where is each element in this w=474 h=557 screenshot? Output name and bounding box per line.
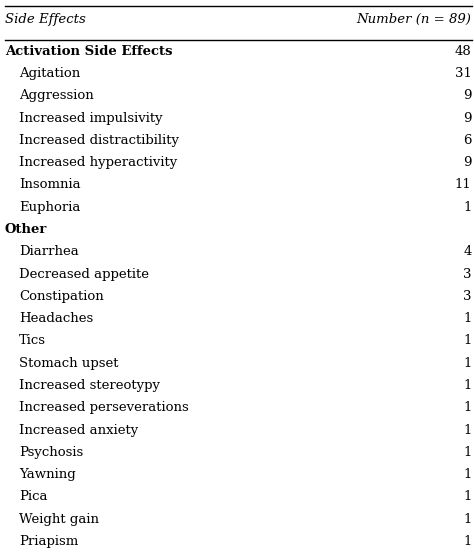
Text: 4: 4 bbox=[463, 245, 472, 258]
Text: 48: 48 bbox=[455, 45, 472, 58]
Text: Pica: Pica bbox=[19, 490, 47, 504]
Text: 6: 6 bbox=[463, 134, 472, 147]
Text: 9: 9 bbox=[463, 89, 472, 102]
Text: Euphoria: Euphoria bbox=[19, 201, 80, 214]
Text: Psychosis: Psychosis bbox=[19, 446, 83, 459]
Text: 1: 1 bbox=[463, 379, 472, 392]
Text: Increased impulsivity: Increased impulsivity bbox=[19, 111, 163, 125]
Text: Stomach upset: Stomach upset bbox=[19, 356, 118, 370]
Text: 1: 1 bbox=[463, 401, 472, 414]
Text: Other: Other bbox=[5, 223, 47, 236]
Text: Increased anxiety: Increased anxiety bbox=[19, 423, 138, 437]
Text: Decreased appetite: Decreased appetite bbox=[19, 267, 149, 281]
Text: Increased distractibility: Increased distractibility bbox=[19, 134, 179, 147]
Text: Agitation: Agitation bbox=[19, 67, 80, 80]
Text: Insomnia: Insomnia bbox=[19, 178, 81, 192]
Text: Side Effects: Side Effects bbox=[5, 13, 85, 26]
Text: Aggression: Aggression bbox=[19, 89, 94, 102]
Text: 1: 1 bbox=[463, 512, 472, 526]
Text: 3: 3 bbox=[463, 267, 472, 281]
Text: 1: 1 bbox=[463, 201, 472, 214]
Text: 1: 1 bbox=[463, 490, 472, 504]
Text: Tics: Tics bbox=[19, 334, 46, 348]
Text: 1: 1 bbox=[463, 535, 472, 548]
Text: Diarrhea: Diarrhea bbox=[19, 245, 79, 258]
Text: Increased perseverations: Increased perseverations bbox=[19, 401, 189, 414]
Text: Weight gain: Weight gain bbox=[19, 512, 99, 526]
Text: 3: 3 bbox=[463, 290, 472, 303]
Text: 1: 1 bbox=[463, 446, 472, 459]
Text: Constipation: Constipation bbox=[19, 290, 104, 303]
Text: Yawning: Yawning bbox=[19, 468, 76, 481]
Text: 9: 9 bbox=[463, 111, 472, 125]
Text: 1: 1 bbox=[463, 312, 472, 325]
Text: 1: 1 bbox=[463, 468, 472, 481]
Text: 31: 31 bbox=[455, 67, 472, 80]
Text: Number (n = 89): Number (n = 89) bbox=[357, 13, 472, 26]
Text: Activation Side Effects: Activation Side Effects bbox=[5, 45, 172, 58]
Text: 11: 11 bbox=[455, 178, 472, 192]
Text: 1: 1 bbox=[463, 423, 472, 437]
Text: Increased hyperactivity: Increased hyperactivity bbox=[19, 156, 177, 169]
Text: Headaches: Headaches bbox=[19, 312, 93, 325]
Text: Priapism: Priapism bbox=[19, 535, 78, 548]
Text: Increased stereotypy: Increased stereotypy bbox=[19, 379, 160, 392]
Text: 9: 9 bbox=[463, 156, 472, 169]
Text: 1: 1 bbox=[463, 356, 472, 370]
Text: 1: 1 bbox=[463, 334, 472, 348]
